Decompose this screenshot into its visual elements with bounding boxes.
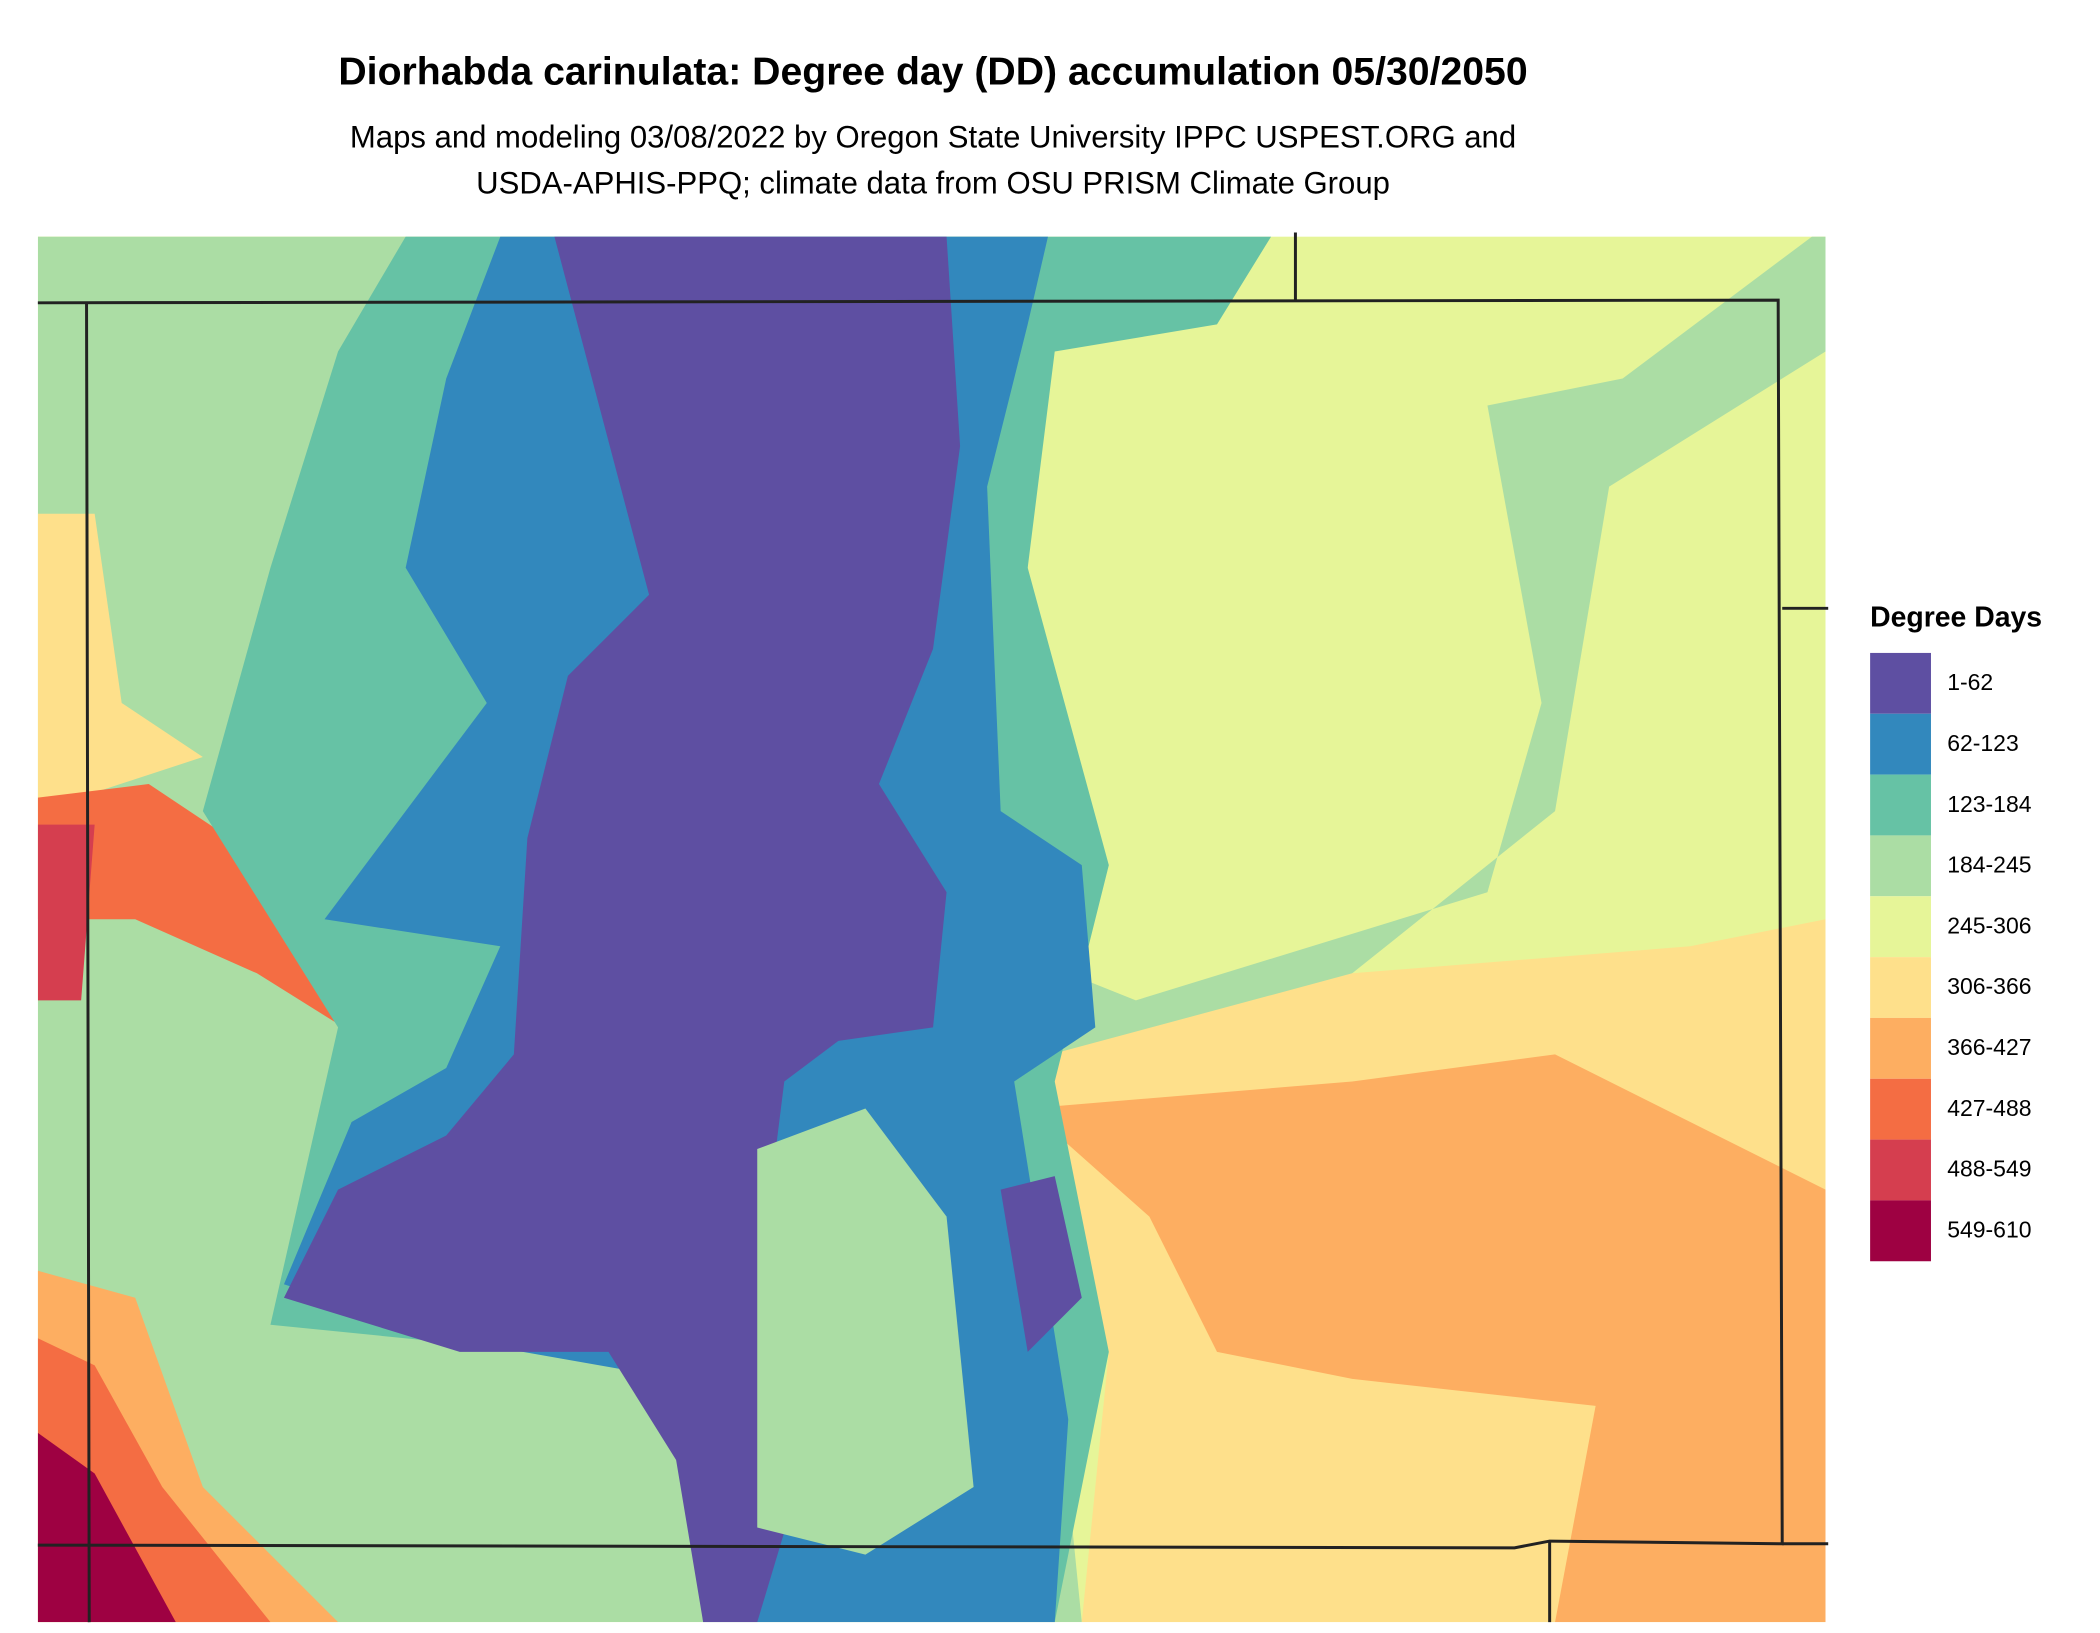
state-border (85, 232, 1829, 1623)
legend-label: 245-306 (1947, 912, 2031, 938)
legend-swatch (1870, 1139, 1931, 1201)
legend: 1-62 62-123 123-184 184-245 245-306 306-366 36… (1870, 652, 2032, 1262)
legend-label: 366-427 (1947, 1034, 2031, 1060)
legend-swatch (1870, 652, 1931, 714)
borders (37, 232, 1829, 1623)
legend-label: 306-366 (1947, 973, 2031, 999)
map-region (283, 236, 961, 1623)
subtitle: USDA-APHIS-PPQ; climate data from OSU PR… (476, 165, 1390, 200)
map-region (757, 1108, 974, 1555)
title: Diorhabda carinulata: Degree day (DD) ac… (338, 51, 1527, 94)
legend-swatch (1870, 1200, 1931, 1262)
legend-swatch (1870, 835, 1931, 897)
map-region (37, 824, 95, 1001)
map-region (1027, 1054, 1826, 1623)
legend-swatch (1870, 1017, 1931, 1079)
legend-label: 123-184 (1947, 791, 2032, 817)
map-region (37, 784, 379, 1041)
legend-label: 427-488 (1947, 1095, 2031, 1121)
legend-swatch (1870, 896, 1931, 958)
map-region (37, 513, 203, 812)
legend-swatch (1870, 713, 1931, 775)
legend-title: Degree Days (1870, 602, 2042, 634)
map-region (1000, 1176, 1082, 1352)
legend-label: 1-62 (1947, 669, 1993, 695)
legend-label: 62-123 (1947, 730, 2019, 756)
legend-swatch (1870, 774, 1931, 836)
subtitle: Maps and modeling 03/08/2022 by Oregon S… (350, 119, 1516, 154)
legend-swatch (1870, 957, 1931, 1018)
legend-label: 488-549 (1947, 1156, 2031, 1182)
legend-label: 549-610 (1947, 1217, 2031, 1243)
legend-swatch (1870, 1078, 1931, 1140)
state-border (37, 298, 1784, 1550)
map-region (37, 1432, 176, 1623)
legend-label: 184-245 (1947, 852, 2031, 878)
map (37, 236, 1826, 1623)
